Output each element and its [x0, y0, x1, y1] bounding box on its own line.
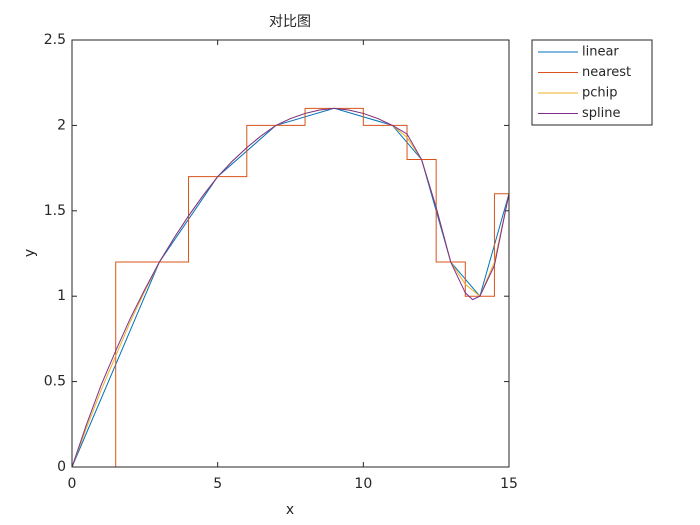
y-tick-label: 0.5 [44, 374, 66, 390]
x-tick-label: 5 [213, 476, 222, 492]
y-tick-label: 2 [57, 117, 66, 133]
y-tick-label: 1.5 [44, 203, 66, 219]
x-tick-label: 10 [354, 476, 372, 492]
legend-box [531, 39, 653, 126]
x-tick-label: 15 [500, 476, 518, 492]
x-tick-label: 0 [68, 476, 77, 492]
series-line [71, 107, 510, 468]
legend-label: nearest [582, 65, 631, 80]
y-tick-label: 1 [57, 288, 66, 304]
legend-label: pchip [582, 86, 618, 101]
x-axis-label: x [286, 502, 294, 518]
series-line [72, 107, 509, 468]
y-tick-label: 0 [57, 459, 66, 475]
y-axis-label: y [22, 249, 38, 257]
legend-label: spline [582, 106, 621, 121]
legend-label: linear [582, 45, 619, 60]
y-tick-label: 2.5 [44, 32, 66, 48]
chart-title: 对比图 [269, 14, 311, 30]
axes-box [71, 39, 510, 468]
